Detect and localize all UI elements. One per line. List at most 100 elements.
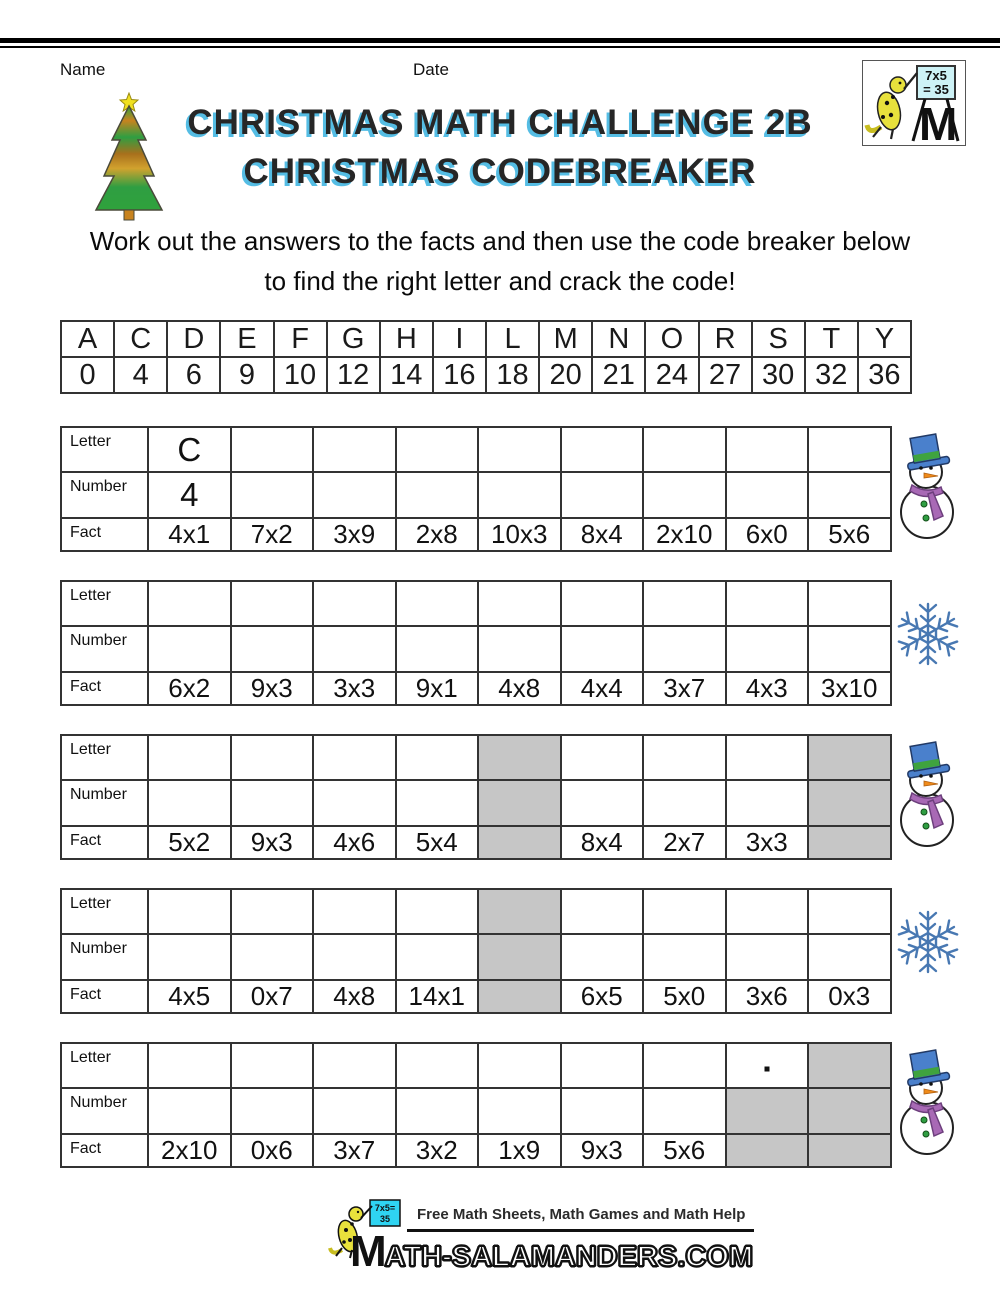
- letter-cell: [807, 426, 892, 473]
- footer-brand: MATH-SALAMANDERS.COM: [350, 1230, 754, 1274]
- letter-cell: [477, 734, 562, 781]
- code-letter-cell: H: [378, 320, 434, 358]
- christmas-tree-icon: [94, 91, 164, 221]
- number-cell: [477, 471, 562, 519]
- name-label: Name: [60, 60, 106, 79]
- letter-cell: [229, 734, 314, 781]
- number-cell: [229, 779, 314, 827]
- fact-cell: 5x4: [394, 825, 479, 860]
- letter-row-label: Letter: [60, 734, 149, 781]
- code-number-cell: 18: [484, 356, 541, 394]
- letter-cell: [642, 888, 727, 935]
- code-number-cell: 4: [113, 356, 169, 394]
- number-cell: [312, 779, 397, 827]
- puzzle-grid: Letter Number Fact 5x2 9x3 4x6 5x4 8x4 2x7 3x3: [60, 734, 892, 860]
- salamander-logo-icon: 7x5 = 35 M: [864, 65, 960, 150]
- codebreaker-numbers-row: 0 4 6 9 10 12 14 16 18 20 21 24 27 30 32 36: [59, 356, 913, 394]
- fact-cell: 5x0: [642, 979, 727, 1014]
- number-row-label: Number: [60, 779, 149, 827]
- number-cell: [807, 471, 892, 519]
- letter-cell: [559, 426, 644, 473]
- worksheet-title: CHRISTMAS MATH CHALLENGE 2B: [187, 103, 813, 142]
- number-cell: [229, 625, 314, 673]
- code-number-cell: 20: [538, 356, 594, 394]
- code-letter-cell: I: [431, 320, 488, 358]
- fact-cell: 7x2: [229, 517, 314, 552]
- letter-cell: [229, 426, 314, 473]
- fact-cell: 10x3: [477, 517, 562, 552]
- code-number-cell: 10: [272, 356, 328, 394]
- letter-row-label: Letter: [60, 426, 149, 473]
- letter-cell: [559, 888, 644, 935]
- number-cell: [229, 933, 314, 981]
- letter-cell: [559, 734, 644, 781]
- number-cell: [724, 933, 809, 981]
- letter-cell: [642, 734, 727, 781]
- number-cell: [312, 1087, 397, 1135]
- number-row: Number: [60, 933, 892, 981]
- number-cell: [229, 1087, 314, 1135]
- fact-cell: [807, 825, 892, 860]
- snowman-icon: [898, 432, 960, 545]
- code-letter-cell: L: [484, 320, 541, 358]
- puzzle-table-3: Letter Number Fact 5x2 9x3 4x6 5x4 8x4 2x7 3x3: [60, 734, 1000, 860]
- code-letter-cell: D: [166, 320, 222, 358]
- worksheet-subtitle: CHRISTMAS CODEBREAKER: [243, 152, 757, 191]
- fact-row-label: Fact: [60, 1133, 149, 1168]
- fact-cell: 8x4: [559, 517, 644, 552]
- number-cell: [394, 471, 479, 519]
- snowman-icon: [898, 740, 960, 853]
- logo-board-line2: = 35: [923, 82, 949, 97]
- number-cell: [642, 933, 727, 981]
- letter-cell: [477, 888, 562, 935]
- letter-row: Letter: [60, 580, 892, 627]
- fact-cell: 8x4: [559, 825, 644, 860]
- code-number-cell: 30: [750, 356, 806, 394]
- fact-cell: 0x6: [229, 1133, 314, 1168]
- puzzle-grid: Letter C Number 4 Fact 4x1 7x2 3x9 2x8 10x3 8x4 2x1…: [60, 426, 892, 552]
- code-number-cell: 24: [644, 356, 700, 394]
- code-number-cell: 12: [325, 356, 381, 394]
- fact-cell: 4x4: [559, 671, 644, 706]
- snowflake-icon: [892, 906, 964, 983]
- code-letter-cell: E: [219, 320, 275, 358]
- fact-row: Fact 2x10 0x6 3x7 3x2 1x9 9x3 5x6: [60, 1133, 892, 1168]
- fact-cell: 3x2: [394, 1133, 479, 1168]
- fact-cell: 9x3: [229, 825, 314, 860]
- number-cell: 4: [147, 471, 232, 519]
- letter-cell: [724, 734, 809, 781]
- letter-cell: [312, 734, 397, 781]
- fact-cell: [477, 979, 562, 1014]
- instructions-line1: Work out the answers to the facts and th…: [89, 226, 911, 256]
- letter-cell: [229, 580, 314, 627]
- letter-cell: [147, 580, 232, 627]
- number-cell: [394, 625, 479, 673]
- number-cell: [312, 625, 397, 673]
- fact-cell: 9x1: [394, 671, 479, 706]
- code-letter-cell: O: [644, 320, 700, 358]
- letter-cell: [642, 1042, 727, 1089]
- puzzle-grid: Letter Number Fact 4x5 0x7 4x8 14x1 6x5 5x0 3x6 0x…: [60, 888, 892, 1014]
- date-label: Date: [413, 60, 449, 79]
- puzzle-grid: Letter Number Fact 2x10 0x6 3x7 3x2 1x9 9x3 5x6: [60, 1042, 892, 1168]
- number-cell: [642, 779, 727, 827]
- snowman-icon: [898, 1048, 960, 1161]
- number-row-label: Number: [60, 933, 149, 981]
- number-cell: [559, 1087, 644, 1135]
- code-number-cell: 0: [59, 356, 116, 394]
- code-letter-cell: Y: [856, 320, 913, 358]
- logo-salamander-figure: [864, 72, 918, 140]
- code-number-cell: 32: [803, 356, 859, 394]
- letter-cell: [394, 580, 479, 627]
- instructions-line2: to find the right letter and crack the c…: [264, 266, 736, 296]
- footer-brand-text: ATH-SALAMANDERS.COM: [384, 1241, 754, 1273]
- code-number-cell: 27: [697, 356, 753, 394]
- fact-row: Fact 4x1 7x2 3x9 2x8 10x3 8x4 2x10 6x0 5x6: [60, 517, 892, 552]
- number-cell: [477, 779, 562, 827]
- number-cell: [147, 1087, 232, 1135]
- code-letter-cell: S: [750, 320, 806, 358]
- letter-cell: [642, 580, 727, 627]
